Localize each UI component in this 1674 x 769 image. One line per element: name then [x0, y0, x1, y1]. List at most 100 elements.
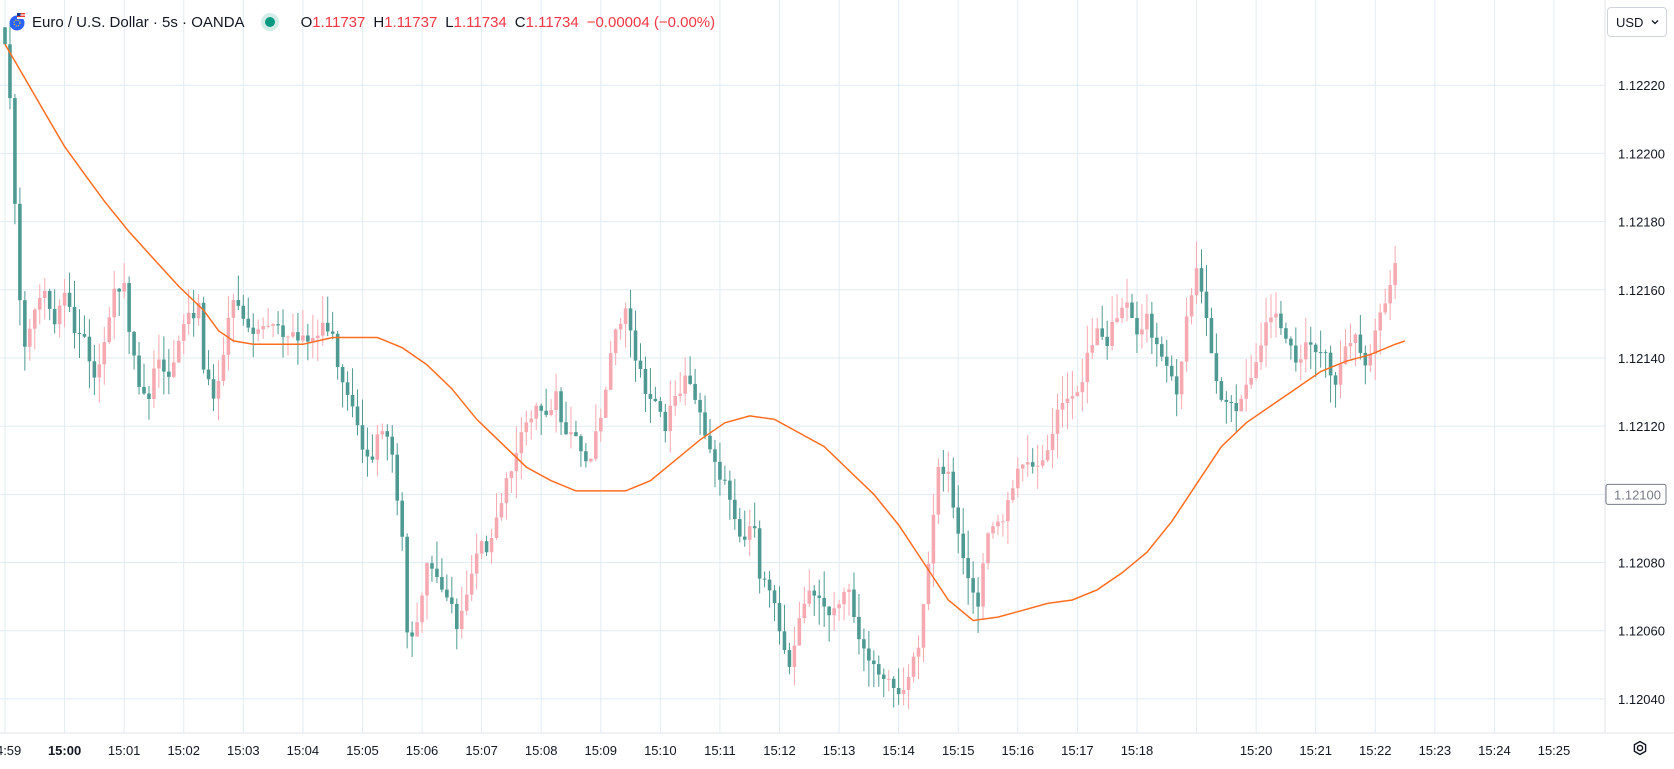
candle-body	[757, 528, 762, 579]
candle-body	[1184, 316, 1189, 362]
candle-body	[1189, 295, 1194, 317]
candle	[291, 313, 295, 339]
candle-body	[594, 431, 598, 459]
symbol-title[interactable]: Euro / U.S. Dollar · 5s · OANDA	[32, 13, 245, 31]
candle	[18, 187, 22, 326]
candle	[1393, 245, 1397, 300]
candle	[241, 294, 246, 326]
candle	[648, 367, 653, 423]
candle-body	[648, 393, 653, 399]
candle-body	[72, 306, 77, 333]
candle-body	[281, 325, 285, 337]
candle-body	[931, 514, 936, 564]
candle-body	[673, 395, 678, 406]
candle	[906, 664, 911, 710]
candle-body	[340, 367, 345, 383]
candle-body	[216, 380, 221, 399]
candle-body	[728, 480, 732, 500]
candle-body	[1318, 352, 1323, 354]
candle-body	[618, 323, 623, 330]
candle-body	[628, 308, 633, 331]
candle	[455, 598, 459, 650]
candle-body	[1259, 345, 1263, 363]
candle	[499, 492, 504, 521]
candle-body	[539, 405, 543, 411]
candle	[777, 586, 782, 645]
candle-body	[1001, 521, 1005, 523]
candle	[1303, 317, 1308, 373]
candle-body	[896, 687, 901, 695]
candle	[8, 25, 12, 110]
candle-body	[191, 312, 196, 319]
candle	[1214, 333, 1219, 394]
candle-body	[926, 563, 931, 605]
candle	[162, 336, 166, 395]
candle	[757, 520, 762, 594]
candle-body	[966, 558, 970, 579]
candle-body	[916, 647, 921, 657]
candle	[554, 373, 558, 433]
candle	[251, 313, 256, 358]
candle-body	[1135, 317, 1139, 335]
candle	[678, 371, 682, 403]
candle	[976, 577, 980, 633]
market-status-icon[interactable]	[264, 17, 275, 27]
candle-body	[1174, 376, 1179, 395]
candle-body	[92, 361, 97, 378]
time-tick-label: 15:20	[1240, 743, 1273, 758]
candle	[1145, 294, 1149, 343]
candle	[47, 288, 52, 321]
candle-body	[380, 431, 385, 435]
candle-body	[211, 379, 216, 399]
currency-label: USD	[1616, 14, 1644, 30]
candle-body	[881, 674, 886, 679]
candle-body	[703, 412, 707, 436]
candle	[1060, 375, 1065, 428]
candle	[762, 571, 767, 588]
candle	[226, 295, 231, 371]
candle	[37, 284, 42, 325]
candle-body	[822, 597, 826, 607]
candle-body	[713, 449, 717, 462]
candle	[936, 458, 941, 525]
candle-body	[62, 292, 67, 306]
candle-body	[231, 300, 236, 318]
candle-body	[564, 422, 568, 435]
candle	[1100, 305, 1104, 340]
candle	[1095, 318, 1100, 346]
candle-body	[504, 478, 509, 504]
chevron-down-icon	[1651, 20, 1659, 25]
candle-body	[574, 432, 578, 437]
candle	[1209, 307, 1214, 354]
candle-body	[1239, 398, 1244, 412]
grid-lines	[0, 0, 1605, 733]
candle-body	[857, 616, 861, 640]
candle-body	[683, 375, 687, 394]
candle-body	[817, 595, 822, 598]
candle	[1140, 303, 1144, 349]
candle	[807, 569, 812, 608]
candle	[464, 570, 469, 616]
candle	[271, 323, 275, 338]
candle	[1363, 345, 1368, 385]
candle-body	[1110, 321, 1114, 346]
candle	[559, 387, 563, 436]
candle	[87, 319, 92, 389]
candle-body	[653, 398, 658, 402]
chart-settings-button[interactable]	[1628, 736, 1652, 760]
candle-body	[1254, 362, 1258, 379]
price-tick-label: 1.12220	[1618, 78, 1665, 93]
candle	[1159, 336, 1164, 362]
candle	[941, 450, 946, 492]
currency-selector[interactable]: USD	[1607, 7, 1667, 37]
time-tick-label: 15:11	[704, 743, 736, 758]
candle	[1338, 340, 1343, 399]
candle-body	[1284, 328, 1288, 339]
candle-body	[1194, 268, 1199, 296]
candle-body	[767, 579, 772, 591]
time-tick-label: 15:13	[823, 743, 856, 758]
candle-body	[514, 453, 519, 472]
candle	[931, 493, 936, 587]
